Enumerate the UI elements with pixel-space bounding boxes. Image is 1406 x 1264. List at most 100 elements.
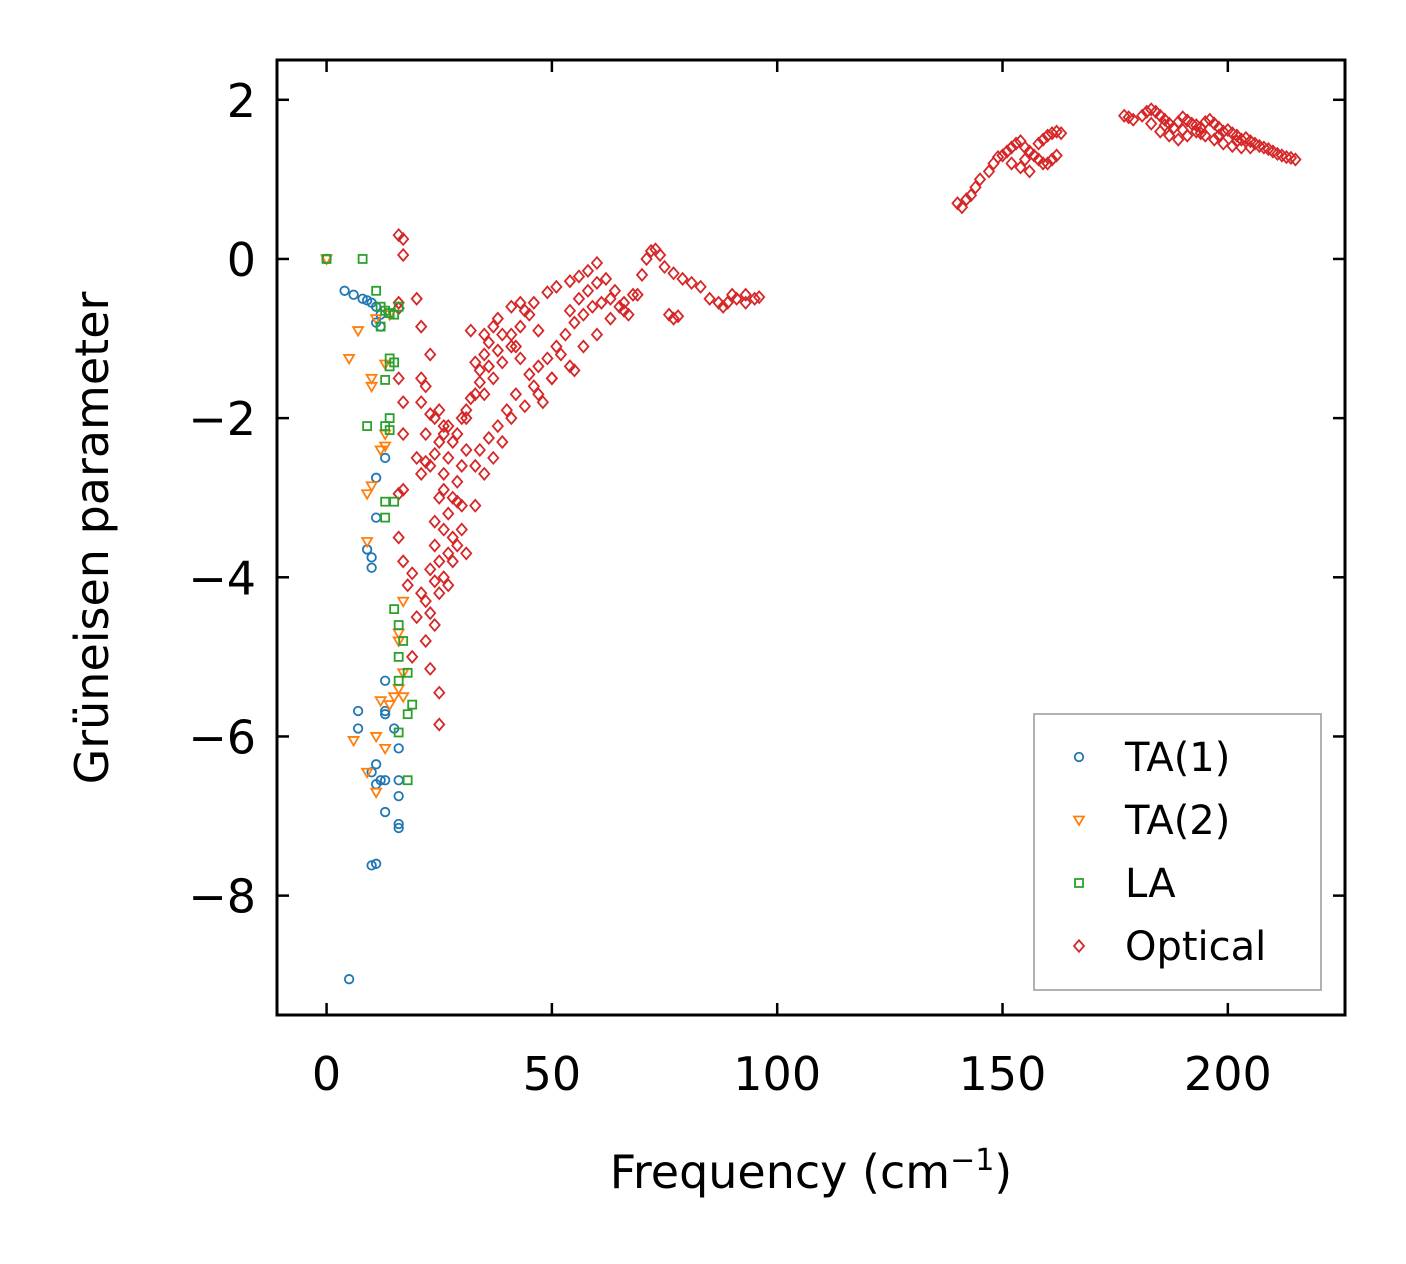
point-optical: [433, 490, 446, 505]
point-optical: [428, 538, 441, 553]
point-ta-2: [360, 489, 374, 501]
point-optical: [536, 395, 550, 410]
x-tick-label: 200: [1184, 1047, 1272, 1101]
point-optical: [982, 164, 996, 179]
point-optical: [473, 375, 486, 390]
legend-label-optical: Optical: [1125, 924, 1266, 970]
point-ta-1: [370, 858, 382, 869]
point-optical: [473, 442, 486, 458]
point-optical: [599, 271, 613, 286]
point-optical: [667, 266, 680, 281]
point-ta-2: [396, 596, 410, 608]
point-optical: [433, 586, 446, 601]
point-optical: [590, 275, 604, 290]
point-optical: [396, 231, 410, 247]
point-optical: [635, 267, 649, 282]
point-optical: [964, 188, 978, 203]
point-optical: [572, 291, 586, 306]
point-optical: [424, 407, 437, 422]
point-optical: [491, 418, 505, 434]
point-optical: [545, 371, 559, 386]
point-optical: [455, 411, 468, 426]
point-ta-1: [370, 759, 382, 770]
point-optical: [428, 617, 441, 633]
point-optical: [433, 434, 446, 450]
y-tick-label: −6: [188, 710, 256, 764]
point-optical: [514, 295, 527, 310]
point-ta-2: [369, 732, 383, 744]
point-optical: [1208, 132, 1221, 147]
point-optical: [550, 339, 563, 354]
point-optical: [577, 307, 590, 322]
point-optical: [1217, 136, 1230, 151]
point-optical: [694, 279, 707, 294]
point-optical: [1289, 152, 1302, 167]
point-optical: [730, 291, 743, 306]
point-optical: [1018, 152, 1032, 167]
point-optical: [523, 367, 536, 382]
point-optical: [653, 247, 667, 263]
point-ta-2: [351, 326, 365, 338]
point-optical: [631, 287, 644, 302]
point-optical: [451, 474, 464, 489]
point-optical: [622, 307, 635, 322]
point-optical: [748, 291, 761, 306]
point-optical: [1172, 132, 1185, 147]
point-optical: [496, 434, 509, 450]
x-axis-title: Frequency (cm−1): [610, 1143, 1013, 1199]
point-optical: [1050, 148, 1063, 163]
point-optical: [1041, 128, 1054, 143]
point-optical: [482, 359, 495, 374]
plot-frame: [275, 58, 1347, 1017]
point-la: [393, 620, 404, 630]
point-optical: [716, 299, 730, 314]
legend-marker-la: [1074, 878, 1084, 888]
point-la: [384, 361, 395, 372]
point-optical: [442, 450, 455, 466]
point-optical: [396, 247, 410, 263]
point-ta-2: [396, 692, 410, 704]
point-optical: [752, 290, 766, 305]
point-optical: [1000, 144, 1014, 159]
data-points: [319, 102, 1302, 985]
point-optical: [969, 180, 982, 195]
point-optical: [433, 554, 446, 569]
point-optical: [505, 327, 518, 342]
point-optical: [554, 347, 568, 362]
point-optical: [491, 343, 505, 358]
point-optical: [1244, 140, 1257, 155]
point-optical: [446, 434, 459, 450]
point-optical: [469, 458, 482, 473]
point-ta-1: [357, 293, 368, 304]
point-ta-2: [365, 373, 379, 386]
point-optical: [541, 351, 554, 366]
point-optical: [1045, 152, 1059, 167]
point-optical: [685, 275, 698, 290]
point-optical: [1194, 126, 1207, 141]
point-optical: [460, 403, 473, 418]
point-optical: [676, 271, 689, 286]
point-optical: [460, 411, 473, 426]
point-optical: [590, 255, 604, 271]
point-optical: [487, 450, 500, 466]
point-optical: [446, 490, 459, 505]
point-optical: [581, 263, 595, 279]
point-la: [402, 709, 413, 720]
y-tick-label: −8: [188, 870, 256, 924]
point-optical: [405, 566, 419, 581]
point-optical: [1023, 164, 1036, 179]
point-optical: [613, 299, 626, 314]
point-optical: [478, 387, 491, 402]
point-optical: [955, 200, 969, 215]
point-optical: [514, 351, 527, 366]
point-optical: [442, 578, 455, 593]
point-optical: [482, 430, 495, 446]
point-optical: [563, 303, 577, 318]
point-optical: [996, 148, 1009, 163]
point-optical: [392, 530, 405, 545]
point-optical: [1036, 132, 1050, 147]
point-optical: [586, 299, 599, 314]
point-optical: [415, 395, 428, 410]
